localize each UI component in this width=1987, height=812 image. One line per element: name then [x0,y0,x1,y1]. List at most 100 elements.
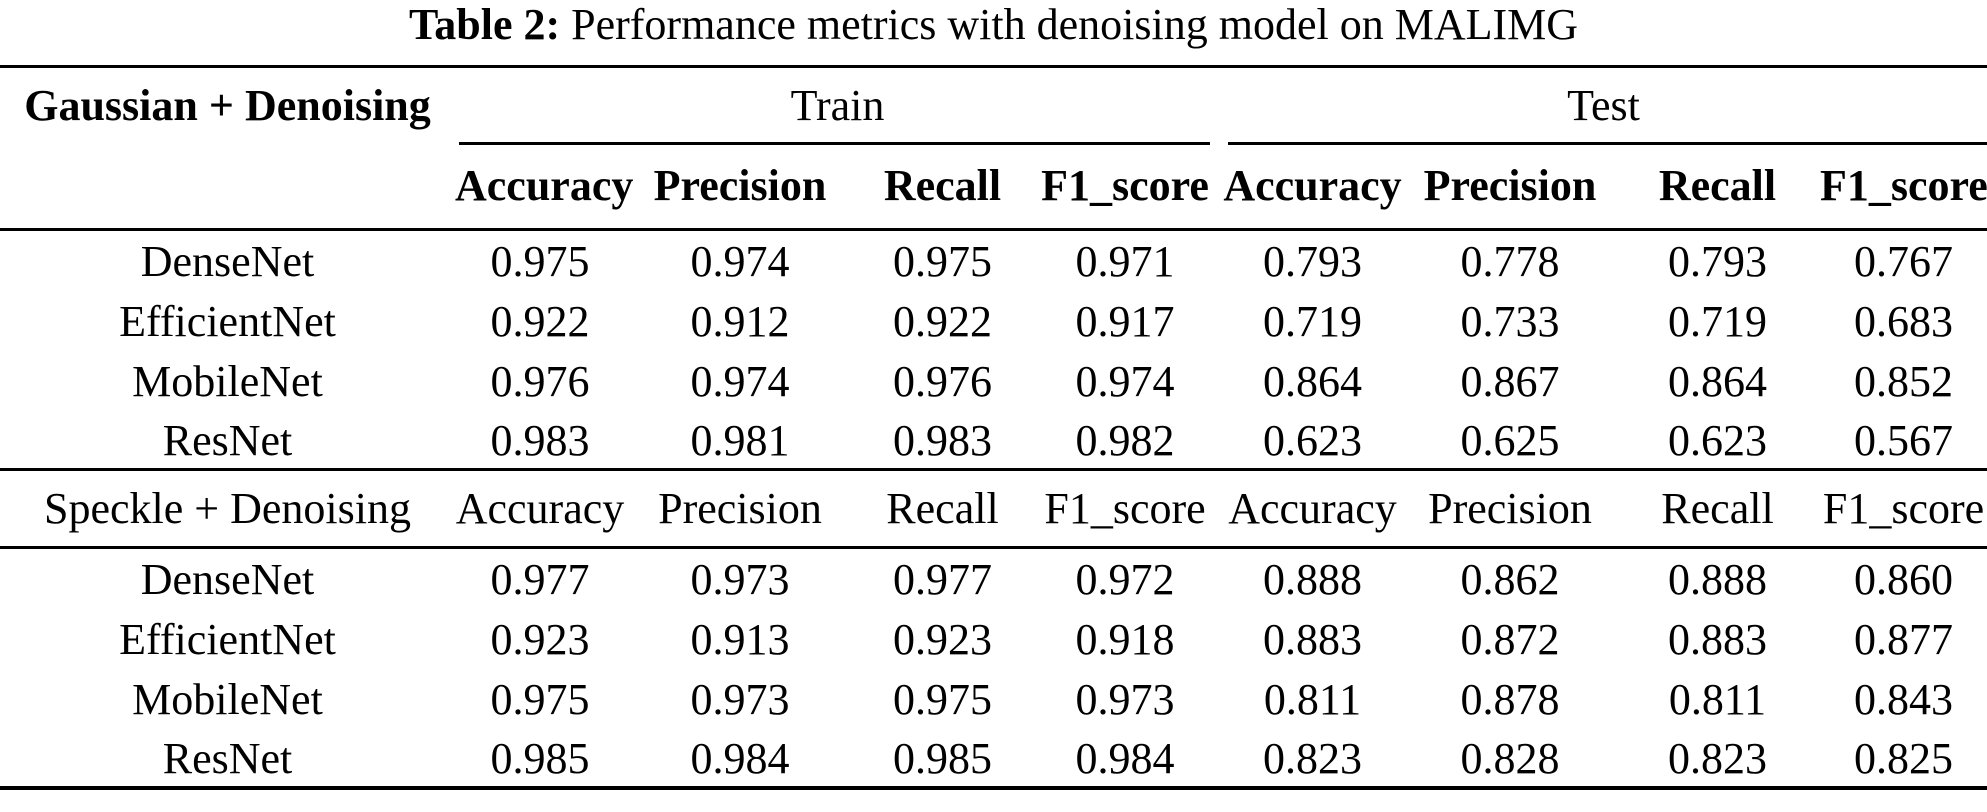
train-f1-score-header: F1_score [1030,144,1220,231]
metric-value-cell: 0.971 [1075,237,1175,287]
table-row: MobileNet 0.975 0.973 0.975 0.973 0.811 0.878 0… [0,668,1987,728]
metric-value-cell: 0.793 [1668,237,1767,287]
metric-value-cell: 0.825 [1820,727,1987,790]
metric-value-cell: 0.862 [1460,555,1560,605]
performance-metrics-table: Gaussian + Denoising Train Test Accuracy… [0,65,1987,790]
train-accuracy-subheader: Accuracy [455,469,625,549]
metric-value-cell: 0.984 [1030,727,1220,790]
metric-value-cell: 0.975 [490,237,590,287]
table-row: DenseNet 0.975 0.974 0.975 0.971 0.793 0.778 0.… [0,230,1987,290]
model-name-cell: EfficientNet [119,296,336,346]
test-recall-header: Recall [1615,144,1820,231]
metric-value-cell: 0.913 [690,614,790,664]
train-recall-subheader: Recall [855,469,1030,549]
metric-value-cell: 0.983 [455,409,625,471]
metric-value-cell: 0.719 [1668,296,1767,346]
metric-value-cell: 0.974 [1075,356,1175,406]
test-f1-score-header: F1_score [1820,144,1987,231]
speckle-section-body: DenseNet 0.977 0.973 0.977 0.972 0.888 0.862 0.… [0,548,1987,790]
span-header-test: Test [1220,67,1987,145]
test-f1-score-subheader: F1_score [1820,469,1987,549]
metric-value-cell: 0.877 [1854,614,1953,664]
metric-value-cell: 0.778 [1460,237,1560,287]
metric-value-cell: 0.923 [893,614,992,664]
speckle-section-header: Speckle + Denoising Accuracy Precision R… [0,469,1987,549]
caption-text: Performance metrics with denoising model… [560,0,1579,49]
metric-value-cell: 0.976 [490,356,590,406]
caption-label: Table 2: [408,0,561,49]
group-label-gaussian-denoising: Gaussian + Denoising [24,81,431,131]
metric-value-cell: 0.872 [1460,614,1560,664]
metric-value-cell: 0.973 [1075,674,1175,724]
test-recall-subheader: Recall [1615,469,1820,549]
metric-value-cell: 0.767 [1854,237,1953,287]
metric-value-cell: 0.878 [1460,674,1560,724]
metric-value-cell: 0.623 [1220,409,1405,471]
metric-value-cell: 0.719 [1263,296,1362,346]
group-header-row: Gaussian + Denoising Train Test [0,67,1987,145]
train-recall-header: Recall [855,144,1030,231]
table-row: EfficientNet 0.922 0.912 0.922 0.917 0.719 0.7… [0,290,1987,350]
metric-value-cell: 0.973 [690,555,790,605]
metric-value-cell: 0.985 [855,727,1030,790]
train-precision-header: Precision [625,144,855,231]
metric-value-cell: 0.852 [1854,356,1953,406]
train-f1-score-subheader: F1_score [1030,469,1220,549]
metric-value-cell: 0.867 [1460,356,1560,406]
metric-value-cell: 0.977 [490,555,590,605]
metric-value-cell: 0.974 [690,356,790,406]
metric-value-cell: 0.983 [855,409,1030,471]
metric-value-cell: 0.625 [1405,409,1615,471]
metric-value-cell: 0.918 [1075,614,1175,664]
metric-header-row: Accuracy Precision Recall F1_score Accur… [0,144,1987,231]
test-precision-subheader: Precision [1405,469,1615,549]
metric-value-cell: 0.975 [893,237,992,287]
model-name-cell: ResNet [0,727,455,790]
metric-value-cell: 0.623 [1615,409,1820,471]
metric-value-cell: 0.888 [1263,555,1362,605]
group-label-speckle-denoising: Speckle + Denoising [0,469,455,549]
table-row: DenseNet 0.977 0.973 0.977 0.972 0.888 0.862 0.… [0,548,1987,608]
table-row: MobileNet 0.976 0.974 0.976 0.974 0.864 0.867 0… [0,350,1987,410]
metric-value-cell: 0.975 [490,674,590,724]
metric-value-cell: 0.976 [893,356,992,406]
model-name-cell: EfficientNet [119,614,336,664]
test-precision-header: Precision [1405,144,1615,231]
metric-value-cell: 0.883 [1263,614,1362,664]
metric-value-cell: 0.977 [893,555,992,605]
metric-value-cell: 0.843 [1854,674,1953,724]
metric-value-cell: 0.973 [690,674,790,724]
metric-value-cell: 0.922 [893,296,992,346]
metric-value-cell: 0.864 [1668,356,1767,406]
empty-header-cell [0,144,455,231]
metric-value-cell: 0.923 [490,614,590,664]
metric-value-cell: 0.823 [1220,727,1405,790]
metric-value-cell: 0.864 [1263,356,1362,406]
section-header-row: Speckle + Denoising Accuracy Precision R… [0,469,1987,549]
metric-value-cell: 0.883 [1668,614,1767,664]
gaussian-section-body: DenseNet 0.975 0.974 0.975 0.971 0.793 0.778 0.… [0,230,1987,471]
metric-value-cell: 0.828 [1405,727,1615,790]
test-accuracy-header: Accuracy [1220,144,1405,231]
model-name-cell: MobileNet [132,356,323,406]
metric-value-cell: 0.888 [1668,555,1767,605]
metric-value-cell: 0.981 [625,409,855,471]
metric-value-cell: 0.974 [690,237,790,287]
model-name-cell: DenseNet [140,237,315,287]
table-caption: Table 2: Performance metrics with denois… [0,0,1987,65]
train-precision-subheader: Precision [625,469,855,549]
metric-value-cell: 0.811 [1668,674,1767,724]
metric-value-cell: 0.922 [490,296,590,346]
model-name-cell: ResNet [0,409,455,471]
model-name-cell: MobileNet [132,674,323,724]
metric-value-cell: 0.823 [1615,727,1820,790]
metric-value-cell: 0.917 [1075,296,1175,346]
metric-value-cell: 0.793 [1263,237,1362,287]
table-row: EfficientNet 0.923 0.913 0.923 0.918 0.883 0.8… [0,608,1987,668]
metric-value-cell: 0.811 [1263,674,1362,724]
test-accuracy-subheader: Accuracy [1220,469,1405,549]
span-header-train: Train [455,67,1220,145]
metric-value-cell: 0.985 [455,727,625,790]
metric-value-cell: 0.733 [1460,296,1560,346]
